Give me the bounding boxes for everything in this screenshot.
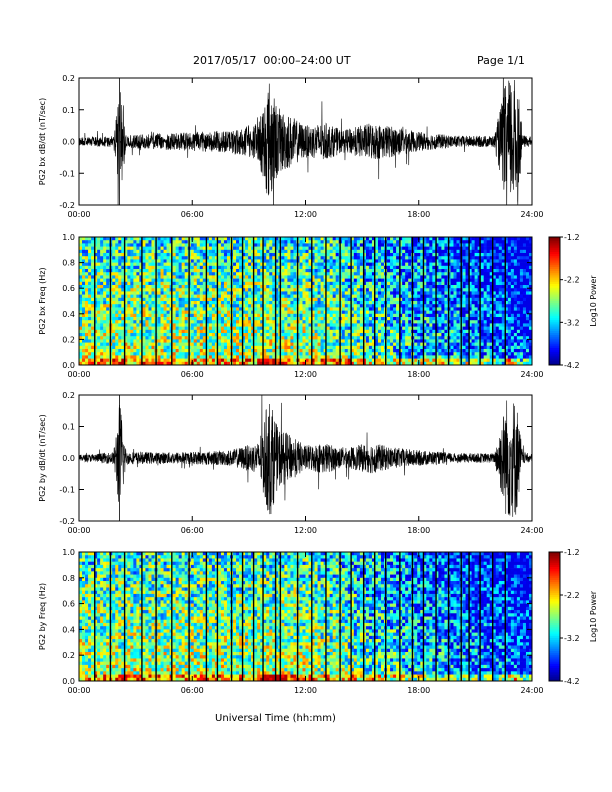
y-tick-label: 1.0 [62,233,75,242]
panel-2: 1.0 0.8 0.6 0.4 0.2 0.0 -1.2 -2.2 -3.2 -4.2 Log10 … [38,233,598,379]
colorbar-frame [548,236,561,366]
y-tick-label: -0.1 [59,486,75,495]
x-tick-label: 24:00 [520,686,543,695]
y-tick-label: 0.6 [62,600,75,609]
x-axis-label: Universal Time (hh:mm) [215,713,336,724]
colorbar-frame [548,551,561,682]
x-tick-label: 06:00 [181,686,204,695]
x-tick-label: 24:00 [520,526,543,535]
colorbar-tick-label: -4.2 [564,677,580,686]
colorbar-tick-label: -2.2 [564,276,580,285]
colorbar-label: Log10 Power [589,275,598,327]
y-tick-label: 0.0 [62,361,75,370]
colorbar-tick-label: -1.2 [564,233,580,242]
x-tick-label: 24:00 [520,210,543,219]
x-tick-label: 12:00 [294,686,317,695]
colorbar-tick-label: -3.2 [564,634,580,643]
x-tick-label: 00:00 [67,210,90,219]
colorbar: -1.2 -2.2 -3.2 -4.2 Log10 Power [548,233,598,370]
x-tick-label: 24:00 [520,370,543,379]
x-tick-label: 12:00 [294,210,317,219]
panel-3: 0.2 0.1 0.0 -0.1 -0.200:00 06:00 12:00 18:00 24:… [38,391,544,535]
y-axis-label: PG2 by dB/dt (nT/sec) [38,414,47,501]
x-tick-label: 18:00 [407,526,430,535]
x-tick-label: 00:00 [67,526,90,535]
series-trace [79,395,532,517]
y-tick-label: -0.2 [59,201,75,210]
y-tick-label: 0.6 [62,284,75,293]
x-tick-label: 06:00 [181,370,204,379]
y-tick-label: -0.2 [59,517,75,526]
colorbar: -1.2 -2.2 -3.2 -4.2 Log10 Power [548,548,598,686]
x-tick-label: 18:00 [407,210,430,219]
y-tick-label: 0.2 [62,391,75,400]
panel-1: 0.2 0.1 0.0 -0.1 -0.200:00 06:00 12:00 18:00 24:… [38,74,544,219]
y-tick-label: 0.8 [62,259,75,268]
y-tick-label: -0.1 [59,169,75,178]
y-tick-label: 0.2 [62,335,75,344]
y-tick-label: 0.1 [62,423,75,432]
y-axis-label: PG2 bx Freq (Hz) [38,267,47,334]
x-tick-label: 18:00 [407,370,430,379]
y-tick-label: 0.0 [62,454,75,463]
spectrogram-cells [79,237,532,365]
x-tick-label: 12:00 [294,526,317,535]
page-number: Page 1/1 [477,54,525,67]
spectrogram-cells [79,552,532,681]
y-axis-label: PG2 bx dB/dt (nT/sec) [38,98,47,185]
page-title: 2017/05/17 00:00–24:00 UT [193,54,351,67]
x-tick-label: 06:00 [181,210,204,219]
y-axis-label: PG2 by Freq (Hz) [38,583,47,650]
y-tick-label: 0.0 [62,677,75,686]
y-tick-label: 0.4 [62,310,75,319]
y-tick-label: 0.2 [62,74,75,83]
colorbar-tick-label: -4.2 [564,361,580,370]
y-tick-label: 0.4 [62,625,75,634]
colorbar-tick-label: -2.2 [564,591,580,600]
series-trace [79,78,532,205]
y-tick-label: 0.8 [62,574,75,583]
y-tick-label: 1.0 [62,548,75,557]
y-tick-label: 0.1 [62,106,75,115]
colorbar-tick-label: -3.2 [564,318,580,327]
x-tick-label: 06:00 [181,526,204,535]
x-tick-label: 00:00 [67,686,90,695]
x-tick-label: 12:00 [294,370,317,379]
colorbar-label: Log10 Power [589,590,598,642]
x-tick-label: 18:00 [407,686,430,695]
x-tick-label: 00:00 [67,370,90,379]
colorbar-tick-label: -1.2 [564,548,580,557]
y-tick-label: 0.2 [62,651,75,660]
y-tick-label: 0.0 [62,138,75,147]
panel-4: 1.0 0.8 0.6 0.4 0.2 0.0 -1.2 -2.2 -3.2 -4.2 Log10 … [38,548,598,695]
